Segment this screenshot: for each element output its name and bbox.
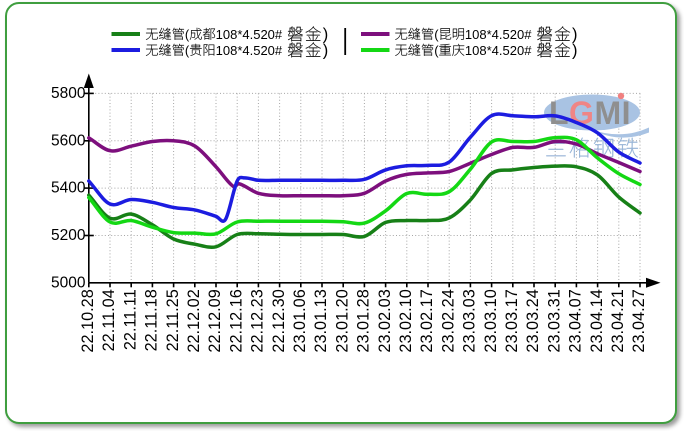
svg-text:23.02.17: 23.02.17 (418, 289, 436, 352)
svg-text:23.01.13: 23.01.13 (312, 289, 330, 352)
svg-text:23.02.24: 23.02.24 (439, 289, 457, 352)
svg-text:23.04.14: 23.04.14 (588, 289, 606, 352)
svg-text:22.12.16: 22.12.16 (227, 289, 245, 352)
svg-text:5200: 5200 (51, 227, 86, 244)
svg-text:23.04.21: 23.04.21 (609, 289, 627, 352)
svg-text:(: ( (185, 27, 190, 42)
svg-text:5800: 5800 (51, 85, 86, 102)
svg-text:(: ( (434, 43, 439, 58)
svg-text:23.03.03: 23.03.03 (461, 289, 479, 352)
svg-text:22.12.09: 22.12.09 (206, 289, 224, 352)
svg-text:22.11.18: 22.11.18 (143, 289, 161, 351)
svg-text:(: ( (185, 43, 190, 58)
svg-text:22.11.25: 22.11.25 (164, 289, 182, 351)
svg-text:5400: 5400 (51, 180, 86, 197)
svg-text:22.12.02: 22.12.02 (185, 289, 203, 352)
svg-text:23.03.10: 23.03.10 (482, 289, 500, 352)
svg-text:108*4.520#: 108*4.520# (216, 43, 283, 58)
svg-text:23.03.31: 23.03.31 (545, 289, 563, 352)
svg-text:23.04.07: 23.04.07 (567, 289, 585, 352)
svg-text:LGMI: LGMI (549, 95, 631, 131)
svg-text:22.11.11: 22.11.11 (121, 289, 139, 350)
svg-text:): ) (572, 26, 578, 44)
svg-text:22.12.30: 22.12.30 (270, 289, 288, 352)
svg-text:108*4.520#: 108*4.520# (216, 27, 283, 42)
svg-text:23.03.24: 23.03.24 (524, 289, 542, 352)
svg-text:5000: 5000 (51, 274, 86, 291)
svg-text:22.12.23: 22.12.23 (249, 289, 267, 352)
svg-text:108*4.520#: 108*4.520# (465, 43, 532, 58)
svg-text:23.03.17: 23.03.17 (503, 289, 521, 352)
svg-text:23.04.27: 23.04.27 (630, 289, 648, 352)
svg-text:): ) (323, 26, 329, 44)
svg-text:): ) (323, 42, 329, 60)
svg-text:5600: 5600 (51, 132, 86, 149)
svg-text:108*4.520#: 108*4.520# (465, 27, 532, 42)
svg-text:22.11.04: 22.11.04 (100, 289, 118, 351)
svg-text:(: ( (434, 27, 439, 42)
svg-text:23.02.03: 23.02.03 (376, 289, 394, 352)
svg-text:23.01.28: 23.01.28 (355, 289, 373, 352)
svg-text:): ) (572, 42, 578, 60)
svg-text:23.02.10: 23.02.10 (397, 289, 415, 352)
svg-text:23.01.20: 23.01.20 (333, 289, 351, 352)
svg-text:22.10.28: 22.10.28 (79, 289, 97, 352)
svg-text:23.01.06: 23.01.06 (291, 289, 309, 352)
